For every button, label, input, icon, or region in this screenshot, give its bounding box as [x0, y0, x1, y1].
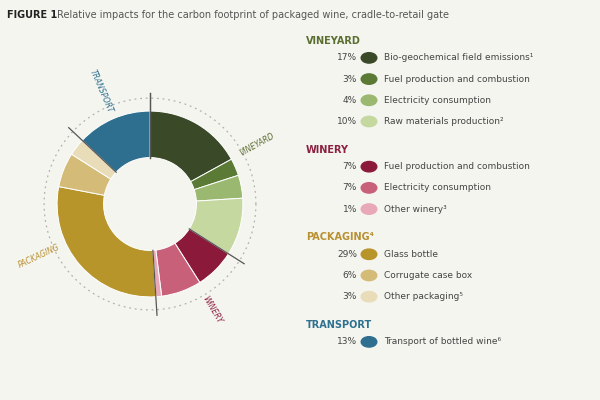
Text: 3%: 3% — [343, 74, 357, 84]
Text: Fuel production and combustion: Fuel production and combustion — [384, 74, 530, 84]
Text: 29%: 29% — [337, 250, 357, 259]
Text: 10%: 10% — [337, 117, 357, 126]
Text: VINEYARD: VINEYARD — [306, 36, 361, 46]
Text: WINERY: WINERY — [201, 294, 224, 325]
Text: TRANSPORT: TRANSPORT — [306, 320, 372, 330]
Text: 4%: 4% — [343, 96, 357, 105]
Text: Bio-geochemical field emissions¹: Bio-geochemical field emissions¹ — [384, 53, 533, 62]
Text: 7%: 7% — [343, 183, 357, 192]
Text: Transport of bottled wine⁶: Transport of bottled wine⁶ — [384, 337, 501, 346]
Text: Corrugate case box: Corrugate case box — [384, 271, 472, 280]
Wedge shape — [194, 175, 243, 201]
Text: VINEYARD: VINEYARD — [238, 132, 277, 158]
Text: PACKAGING⁴: PACKAGING⁴ — [306, 232, 374, 242]
Wedge shape — [153, 250, 161, 297]
Text: Other packaging⁵: Other packaging⁵ — [384, 292, 463, 301]
Text: TRANSPORT: TRANSPORT — [88, 68, 115, 114]
Text: Fuel production and combustion: Fuel production and combustion — [384, 162, 530, 171]
Text: Other winery³: Other winery³ — [384, 204, 447, 214]
Text: FIGURE 1: FIGURE 1 — [7, 10, 58, 20]
Text: 13%: 13% — [337, 337, 357, 346]
Text: PACKAGING: PACKAGING — [17, 242, 61, 270]
Wedge shape — [189, 198, 243, 254]
Wedge shape — [57, 186, 156, 297]
Wedge shape — [156, 243, 200, 296]
Text: 6%: 6% — [343, 271, 357, 280]
Wedge shape — [175, 229, 229, 282]
Wedge shape — [191, 159, 238, 190]
Wedge shape — [59, 154, 111, 195]
Text: WINERY: WINERY — [306, 145, 349, 155]
Text: Raw materials production²: Raw materials production² — [384, 117, 503, 126]
Text: 7%: 7% — [343, 162, 357, 171]
Text: Relative impacts for the carbon footprint of packaged wine, cradle-to-retail gat: Relative impacts for the carbon footprin… — [57, 10, 449, 20]
Text: 3%: 3% — [343, 292, 357, 301]
Text: Electricity consumption: Electricity consumption — [384, 96, 491, 105]
Text: Electricity consumption: Electricity consumption — [384, 183, 491, 192]
Wedge shape — [150, 111, 232, 182]
Wedge shape — [82, 111, 150, 172]
Text: 1%: 1% — [343, 204, 357, 214]
Text: 17%: 17% — [337, 53, 357, 62]
Text: Glass bottle: Glass bottle — [384, 250, 438, 259]
Wedge shape — [71, 140, 116, 179]
